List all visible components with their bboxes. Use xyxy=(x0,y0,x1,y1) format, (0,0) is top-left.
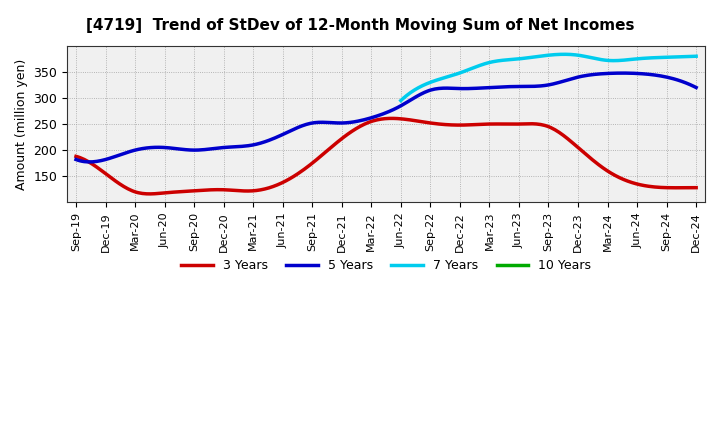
7 Years xyxy=(578,53,587,59)
Line: 3 Years: 3 Years xyxy=(76,118,696,194)
5 Years xyxy=(619,70,628,76)
7 Years xyxy=(397,97,406,102)
7 Years xyxy=(573,52,582,58)
Legend: 3 Years, 5 Years, 7 Years, 10 Years: 3 Years, 5 Years, 7 Years, 10 Years xyxy=(176,254,596,277)
3 Years xyxy=(638,183,647,188)
7 Years xyxy=(647,55,655,61)
Line: 5 Years: 5 Years xyxy=(76,73,696,162)
3 Years xyxy=(598,165,607,170)
5 Years xyxy=(86,159,95,165)
7 Years xyxy=(572,52,581,58)
7 Years xyxy=(665,55,674,60)
3 Years xyxy=(73,154,82,160)
3 Years xyxy=(387,116,395,121)
Text: [4719]  Trend of StDev of 12-Month Moving Sum of Net Incomes: [4719] Trend of StDev of 12-Month Moving… xyxy=(86,18,634,33)
5 Years xyxy=(596,71,605,77)
3 Years xyxy=(455,122,464,128)
5 Years xyxy=(692,85,701,90)
Line: 7 Years: 7 Years xyxy=(401,54,696,101)
3 Years xyxy=(692,185,701,191)
3 Years xyxy=(445,122,454,128)
3 Years xyxy=(144,191,153,197)
5 Years xyxy=(441,85,449,91)
3 Years xyxy=(443,122,451,127)
7 Years xyxy=(560,51,569,57)
7 Years xyxy=(692,54,701,59)
5 Years xyxy=(72,157,81,162)
3 Years xyxy=(72,154,81,159)
Y-axis label: Amount (million yen): Amount (million yen) xyxy=(15,59,28,190)
5 Years xyxy=(638,71,647,77)
5 Years xyxy=(443,85,451,91)
5 Years xyxy=(73,158,82,163)
5 Years xyxy=(454,86,462,91)
7 Years xyxy=(397,98,405,103)
